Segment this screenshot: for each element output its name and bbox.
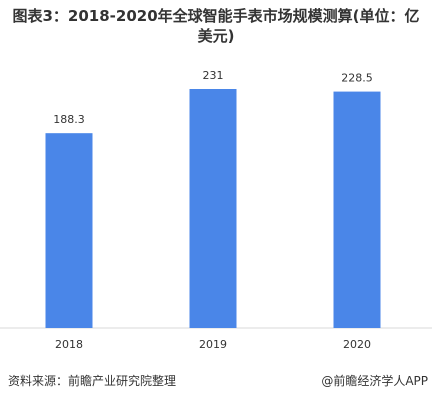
bar [333,91,381,328]
bar [45,133,93,328]
x-tick-label: 2018 [55,338,83,351]
value-label: 188.3 [53,113,85,126]
bar [189,89,237,328]
chart-title: 图表3：2018-2020年全球智能手表市场规模测算(单位：亿美元) [12,7,420,45]
x-tick-label: 2019 [199,338,227,351]
source-note: 资料来源：前瞻产业研究院整理 [8,374,177,388]
value-label: 228.5 [341,72,373,85]
x-tick-label: 2020 [343,338,371,351]
value-label: 231 [203,69,224,82]
brand-note: @前瞻经济学人APP [321,374,428,388]
